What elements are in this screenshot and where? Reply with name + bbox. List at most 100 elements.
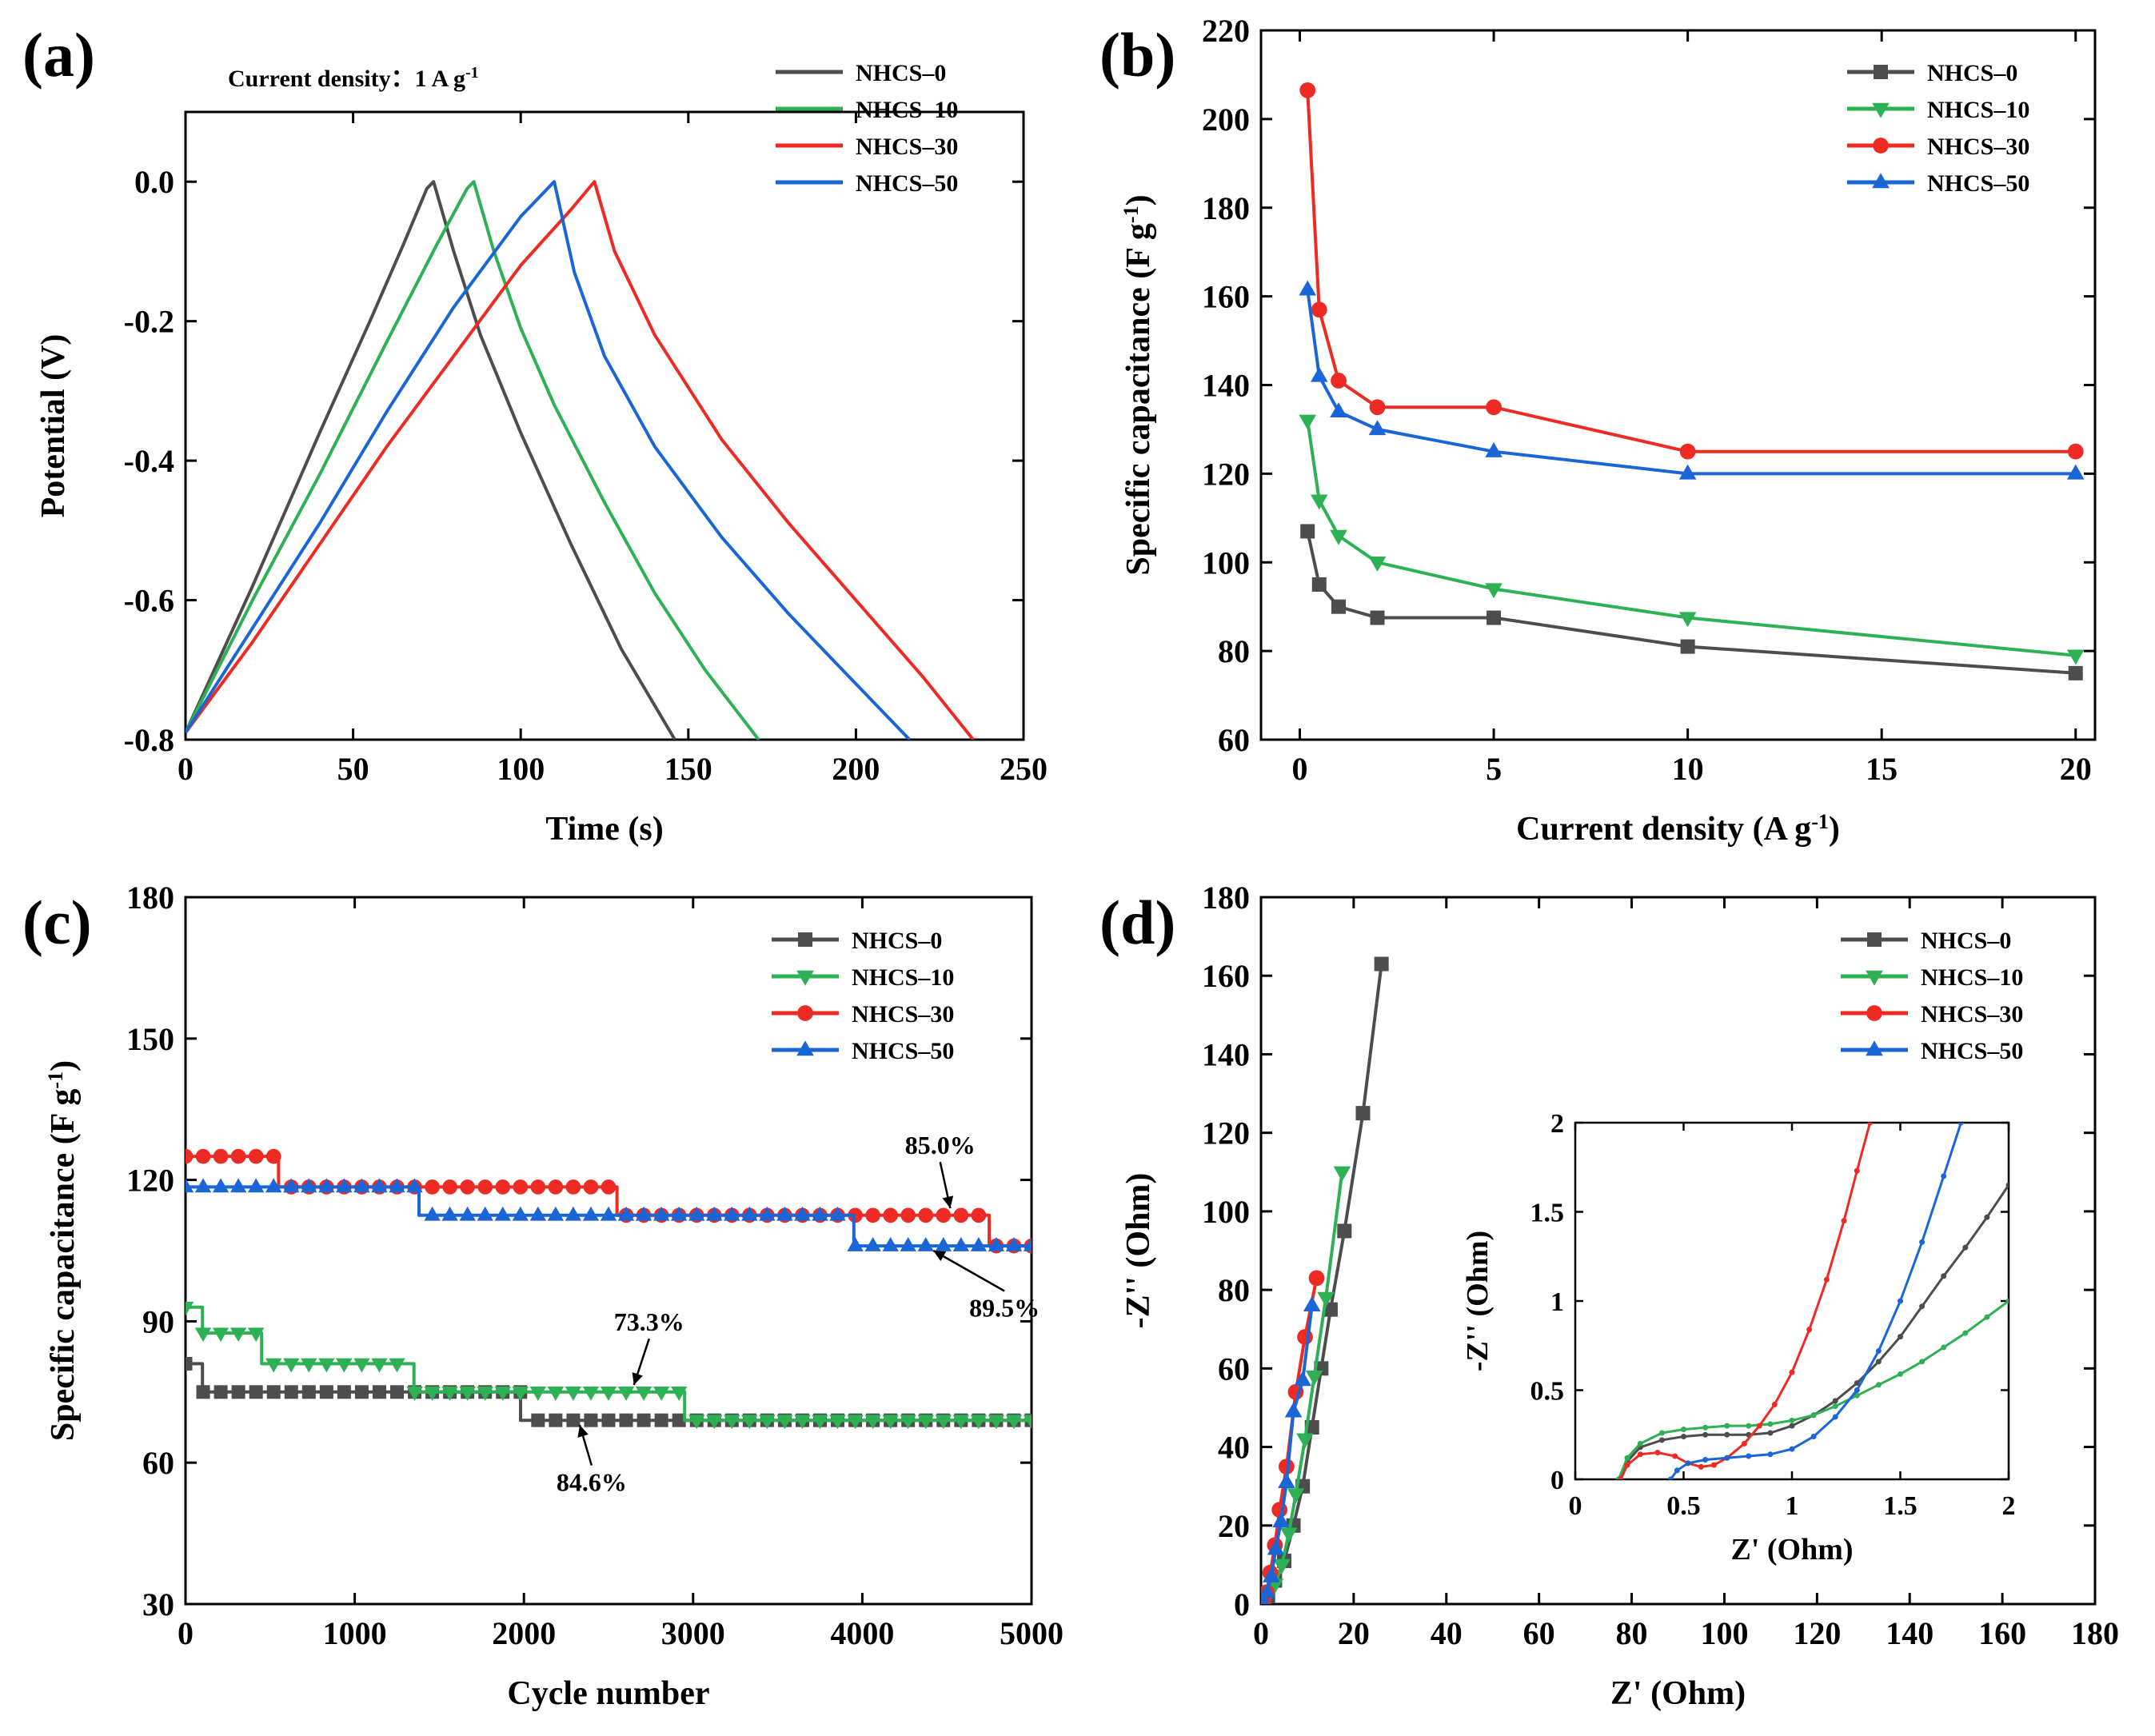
inset-data-point [1984,1314,1990,1320]
inset-data-point [1789,1417,1795,1423]
data-point [1333,1166,1351,1182]
y-axis-title-end: ) [45,1060,82,1072]
legend-label: NHCS–10 [856,97,958,123]
series-NHCS-10 [1299,414,2085,665]
data-point [917,1415,934,1430]
inset-data-point [1698,1463,1704,1470]
inset-series-line [1619,1123,1872,1479]
data-point [1287,1488,1305,1504]
data-point [652,1206,670,1221]
data-point [194,1327,212,1343]
inset-series-NHCS-50 [1667,1123,1964,1479]
inset-data-point [1957,1123,1964,1126]
plot-area [1299,82,2085,680]
inset-data-point [1810,1433,1817,1439]
data-point [847,1237,864,1251]
data-point [1374,956,1389,972]
series-NHCS-0 [186,180,676,740]
x-tick-label: 60 [1523,1615,1555,1651]
data-point [353,1358,370,1373]
data-point [565,1387,582,1401]
y-tick-label: 40 [1218,1430,1250,1466]
inset-data-point [1832,1414,1838,1420]
data-point [1330,402,1347,417]
inset-x-axis-title: Z' (Ohm) [1730,1533,1853,1566]
data-point [230,1148,246,1164]
legend-marker [1867,932,1882,947]
inset-series-line [1617,1184,2009,1479]
data-point [425,1179,440,1195]
y-axis-title-sup: -1 [44,1072,67,1089]
inset-data-point [1741,1440,1747,1447]
data-point [512,1387,529,1401]
inset-data-point [1875,1359,1882,1365]
inset-data-point [1854,1392,1860,1399]
legend-label: NHCS–0 [856,60,946,86]
data-point [336,1358,353,1373]
inset-data-point [1681,1433,1686,1439]
inset-data-point [1767,1430,1774,1436]
inset-data-point [1685,1460,1691,1467]
x-tick-label: 1.5 [1883,1491,1918,1521]
x-axis-title: Current density (A g-1) [1516,810,1840,848]
data-point [1317,1291,1335,1307]
y-tick-label: -0.8 [124,722,174,758]
x-tick-label: 5 [1486,751,1502,787]
legend-label: NHCS–10 [1921,964,2023,991]
inset-data-point [1746,1423,1752,1429]
data-point [1299,414,1317,430]
legend-label: NHCS–30 [852,1001,954,1028]
data-point [390,1385,404,1399]
panel-b: (b) 0 5 10 15 20 60 80 100 120 140 160 180 200 220 Curr… [1099,13,2097,848]
inset-data-point [1789,1423,1795,1429]
inset-data-point [1898,1334,1903,1340]
legend-marker [796,1040,814,1056]
data-point [1023,1237,1032,1251]
x-tick-label: 20 [1338,1615,1370,1651]
data-point [406,1387,423,1401]
data-point [847,1415,864,1430]
annotation-text: Current density：1 A g [228,66,465,92]
y-tick-label: 60 [142,1445,174,1481]
x-axis-title: Time (s) [545,811,663,848]
inset-data-point [1919,1303,1926,1310]
data-point [283,1358,300,1373]
inset-data-point [1658,1430,1665,1436]
data-point [1337,1223,1352,1239]
x-tick-label: 50 [337,751,369,787]
data-point [637,1413,651,1427]
legend-marker [798,932,812,947]
data-point [900,1237,916,1251]
data-point [336,1178,353,1193]
data-point [460,1179,476,1195]
data-point [459,1206,476,1221]
x-axis-title: Cycle number [507,1675,709,1712]
legend-label: NHCS–50 [1921,1038,2023,1064]
inset-plot-area [1615,1123,2009,1479]
panel-label: (d) [1099,888,1175,957]
x-tick-label: 100 [1700,1615,1748,1651]
y-tick-label: 20 [1218,1508,1250,1544]
x-tick-label: 3000 [661,1615,725,1651]
x-axis-title: Z' (Ohm) [1610,1675,1746,1712]
data-point [1368,557,1387,572]
inset-data-point [1637,1451,1643,1458]
retention-label: 73.3% [614,1307,684,1336]
inset-data-point [1806,1327,1813,1333]
legend-label: NHCS–50 [852,1038,954,1064]
data-point [1678,612,1697,628]
data-point [688,1206,705,1221]
inset-data-point [1962,1330,1969,1336]
x-tick-label: 40 [1431,1615,1463,1651]
panel-d: (d)0 20 40 60 80 100 120 140 160 1800204060801001… [1099,880,2119,1712]
y-tick-label: 100 [1202,1194,1250,1230]
y-tick-label: 0 [1550,1466,1564,1495]
y-tick-label: 0.0 [134,164,174,200]
y-tick-label: 160 [1202,958,1250,994]
legend-marker [1872,102,1890,118]
y-tick-label: 180 [126,880,174,916]
y-axis-title: Specific capacitance (F g-1) [44,1060,82,1441]
data-point [988,1415,1005,1430]
data-point [212,1178,229,1193]
